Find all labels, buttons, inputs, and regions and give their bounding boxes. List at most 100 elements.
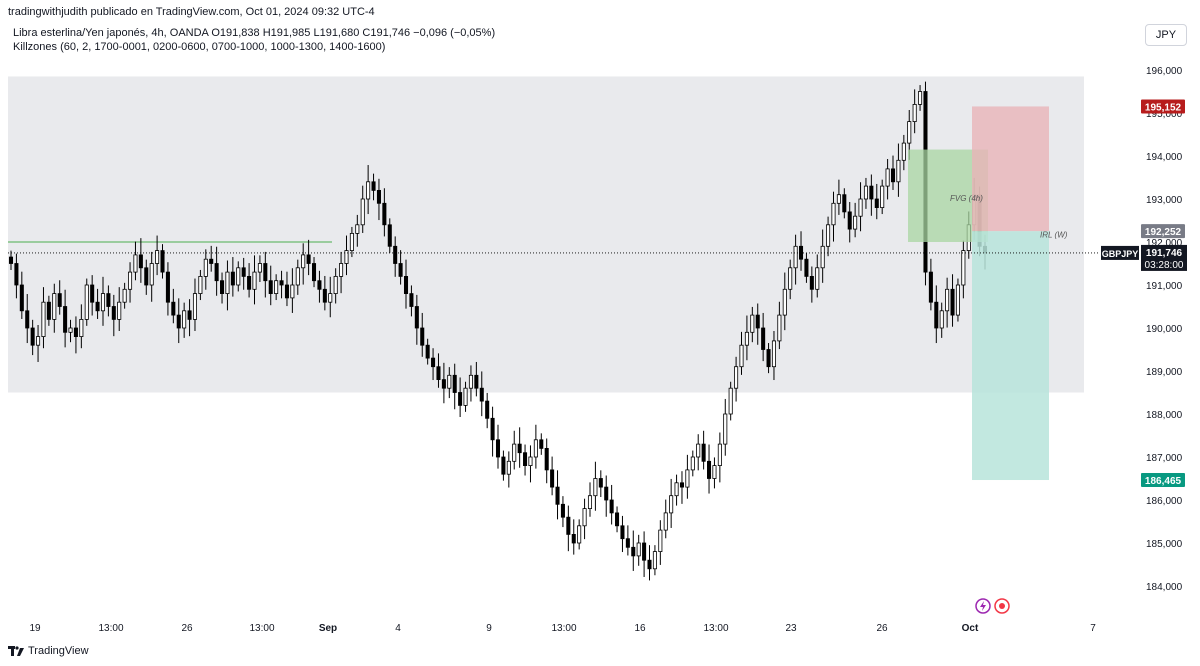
y-tick-label: 195,000: [1146, 109, 1183, 120]
candle-body: [501, 456, 506, 475]
candle-body: [512, 443, 517, 462]
candle-body: [236, 267, 241, 286]
symbol-legend[interactable]: Libra esterlina/Yen japonés, 4h, OANDA O…: [13, 27, 496, 39]
x-tick-label: 7: [1090, 623, 1096, 634]
stop-loss-zone: [972, 106, 1049, 232]
candle-body: [533, 439, 538, 458]
price-chart[interactable]: FVG (4h) IRL (W) 184,000 185,000 186,000 187…: [0, 0, 1200, 640]
candle-body: [14, 263, 19, 286]
candle-body: [420, 327, 425, 346]
candle-body: [106, 293, 111, 307]
candle-body: [788, 267, 793, 290]
currency-button[interactable]: JPY: [1145, 24, 1187, 46]
candle-body: [192, 293, 198, 320]
candle-body: [485, 400, 490, 419]
x-tick-label: 23: [785, 623, 797, 634]
candle-body: [436, 366, 441, 381]
candle-body: [842, 194, 847, 213]
candle-body: [387, 224, 392, 247]
candle-body: [463, 387, 468, 406]
candle-body: [566, 516, 571, 535]
y-tick-label: 196,000: [1146, 66, 1183, 77]
candle-body: [506, 460, 511, 475]
candle-body: [198, 275, 203, 294]
candle-body: [950, 288, 955, 316]
lightning-glyph-icon: [980, 601, 986, 611]
tradingview-logo-icon: [8, 646, 24, 656]
candle-body: [809, 275, 814, 290]
candle-body: [182, 310, 187, 329]
candle-body: [203, 258, 208, 277]
candle-body: [328, 293, 333, 303]
candle-body: [555, 486, 560, 505]
candle-body: [117, 301, 122, 320]
candle-body: [739, 344, 744, 368]
candle-body: [268, 280, 273, 295]
candle-body: [306, 254, 311, 264]
candle-body: [685, 469, 690, 488]
candle-body: [782, 288, 787, 316]
candle-body: [907, 121, 912, 144]
candle-body: [766, 349, 771, 368]
y-tick-label: 191,000: [1146, 281, 1183, 292]
candle-body: [128, 271, 133, 290]
footer-brand: TradingView: [28, 645, 89, 657]
candle-body: [220, 280, 225, 295]
countdown-label: 03:28:00: [1145, 260, 1184, 271]
x-tick-label: 13:00: [249, 623, 274, 634]
candle-body: [928, 271, 933, 303]
candle-body: [550, 469, 555, 488]
candle-body: [160, 250, 165, 273]
candle-body: [57, 293, 62, 307]
candle-body: [349, 232, 354, 251]
candle-body: [214, 263, 219, 282]
candle-body: [36, 336, 41, 346]
candle-body: [138, 254, 143, 269]
symbol-tag-bg: [1101, 245, 1139, 260]
candle-body: [750, 314, 755, 333]
candle-body: [68, 327, 73, 333]
indicator-legend[interactable]: Killzones (60, 2, 1700-0001, 0200-0600, …: [13, 41, 386, 53]
candle-body: [880, 185, 885, 209]
candle-body: [701, 443, 706, 462]
candle-body: [393, 245, 398, 264]
candle-body: [187, 310, 192, 320]
candle-body: [723, 413, 728, 445]
candle-body: [263, 263, 268, 282]
candle-body: [901, 142, 906, 161]
y-tick-label: 187,000: [1146, 453, 1183, 464]
candle-body: [284, 284, 289, 299]
candle-body: [690, 456, 695, 471]
candle-body: [674, 482, 679, 497]
candle-body: [647, 559, 652, 570]
candle-body: [831, 202, 836, 226]
range-zone: [8, 76, 1084, 393]
candle-body: [52, 293, 57, 320]
candle-body: [945, 288, 950, 312]
candle-body: [360, 198, 365, 226]
target-price-label-bg: [1141, 473, 1185, 488]
candle-body: [301, 254, 306, 269]
stop-price-label-bg: [1141, 99, 1185, 114]
candle-body: [155, 250, 160, 264]
candle-body: [414, 306, 419, 329]
candle-body: [165, 271, 170, 303]
candle-body: [452, 374, 457, 393]
candle-body: [728, 387, 733, 415]
candle-body: [961, 250, 966, 286]
candle-body: [890, 168, 896, 183]
candle-body: [793, 245, 798, 269]
candle-body: [95, 301, 100, 312]
candle-body: [63, 306, 68, 333]
candle-body: [149, 263, 154, 286]
candle-body: [479, 387, 484, 402]
x-tick-label: 9: [486, 623, 492, 634]
candle-body: [339, 263, 344, 277]
candle-body: [777, 314, 782, 342]
footer[interactable]: TradingView: [8, 645, 89, 657]
entry-price-label-bg: [1141, 224, 1185, 239]
x-tick-label: 13:00: [551, 623, 576, 634]
x-tick-label: Sep: [319, 623, 337, 634]
candle-body: [609, 499, 614, 514]
y-tick-label: 190,000: [1146, 324, 1183, 335]
